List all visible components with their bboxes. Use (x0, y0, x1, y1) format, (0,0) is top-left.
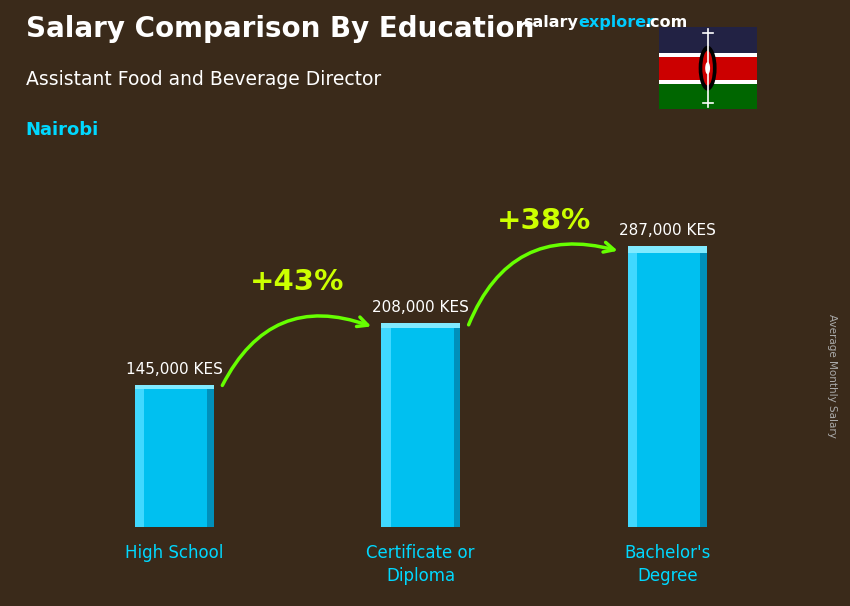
Bar (628, 246, 706, 253)
Bar (700, 246, 706, 527)
Text: 287,000 KES: 287,000 KES (619, 223, 716, 238)
Ellipse shape (706, 62, 710, 75)
Text: Salary Comparison By Education: Salary Comparison By Education (26, 15, 534, 43)
Ellipse shape (702, 51, 713, 85)
Text: .com: .com (644, 15, 688, 30)
Bar (659, 82, 756, 109)
Text: +38%: +38% (497, 207, 591, 235)
Bar (659, 53, 756, 56)
Bar (135, 385, 144, 527)
Ellipse shape (699, 45, 717, 91)
Text: explorer: explorer (578, 15, 654, 30)
Bar (659, 27, 756, 55)
Bar (454, 324, 460, 527)
Bar (628, 246, 638, 527)
FancyBboxPatch shape (628, 246, 706, 527)
Bar (207, 385, 213, 527)
FancyBboxPatch shape (135, 385, 213, 527)
Bar (659, 80, 756, 84)
Bar (659, 55, 756, 82)
Text: Assistant Food and Beverage Director: Assistant Food and Beverage Director (26, 70, 381, 88)
Text: 208,000 KES: 208,000 KES (372, 301, 469, 316)
Bar (382, 324, 391, 527)
Text: Nairobi: Nairobi (26, 121, 99, 139)
Text: +43%: +43% (250, 268, 345, 296)
Bar (382, 324, 460, 328)
FancyBboxPatch shape (382, 324, 460, 527)
Text: Average Monthly Salary: Average Monthly Salary (827, 314, 837, 438)
Text: salary: salary (523, 15, 578, 30)
Text: 145,000 KES: 145,000 KES (126, 362, 223, 377)
Bar (135, 385, 213, 388)
